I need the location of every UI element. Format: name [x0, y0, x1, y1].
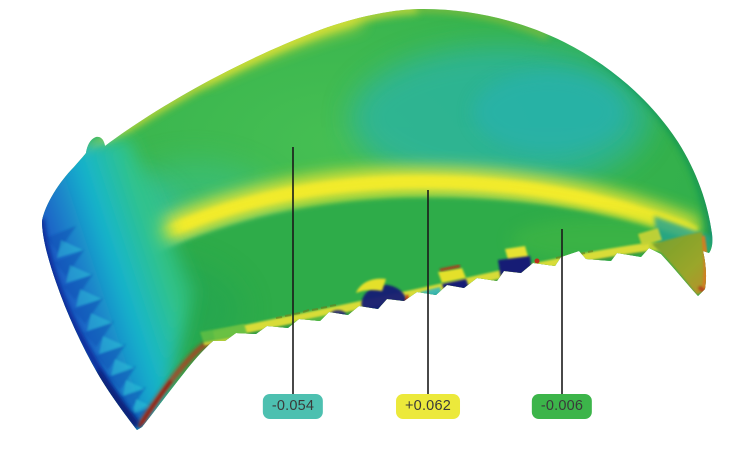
deviation-tag-2[interactable]: +0.062 [396, 394, 460, 419]
leader-lines [292, 147, 563, 394]
right-flap [638, 228, 708, 295]
deviation-tag-3[interactable]: -0.006 [531, 394, 593, 419]
deviation-tag-1[interactable]: -0.054 [262, 394, 324, 419]
